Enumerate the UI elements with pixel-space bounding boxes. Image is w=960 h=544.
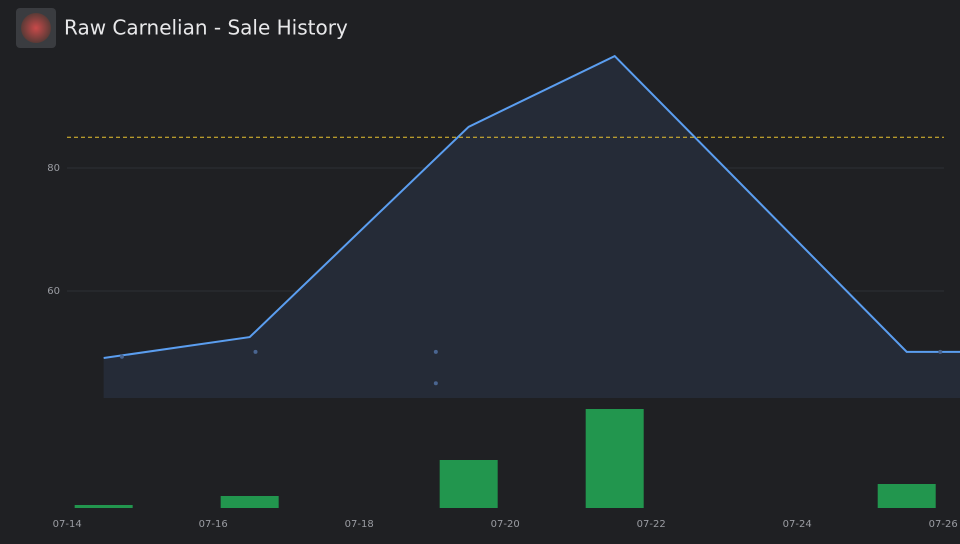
sale-point bbox=[119, 354, 124, 359]
item-icon-art bbox=[21, 13, 51, 43]
sale-point bbox=[253, 349, 258, 354]
volume-bar bbox=[439, 460, 498, 508]
x-tick-label: 07-24 bbox=[783, 519, 812, 530]
x-tick-label: 07-16 bbox=[199, 519, 228, 530]
x-tick-label: 07-18 bbox=[345, 519, 374, 530]
volume-bar bbox=[74, 505, 133, 508]
volume-bar bbox=[585, 409, 644, 508]
x-tick-label: 07-14 bbox=[53, 519, 82, 530]
x-tick-label: 07-26 bbox=[929, 519, 958, 530]
volume-bar bbox=[220, 496, 279, 508]
y-tick-label: 80 bbox=[47, 163, 60, 174]
y-tick-label: 60 bbox=[47, 286, 60, 297]
area bbox=[103, 56, 960, 398]
x-tick-label: 07-20 bbox=[491, 519, 520, 530]
sale-point bbox=[938, 349, 943, 354]
title: Raw Carnelian - Sale History bbox=[64, 16, 348, 40]
sale-point bbox=[433, 349, 438, 354]
volume-bar bbox=[877, 484, 936, 508]
x-tick-label: 07-22 bbox=[637, 519, 666, 530]
sale-point bbox=[433, 381, 438, 386]
price-line bbox=[103, 54, 960, 360]
